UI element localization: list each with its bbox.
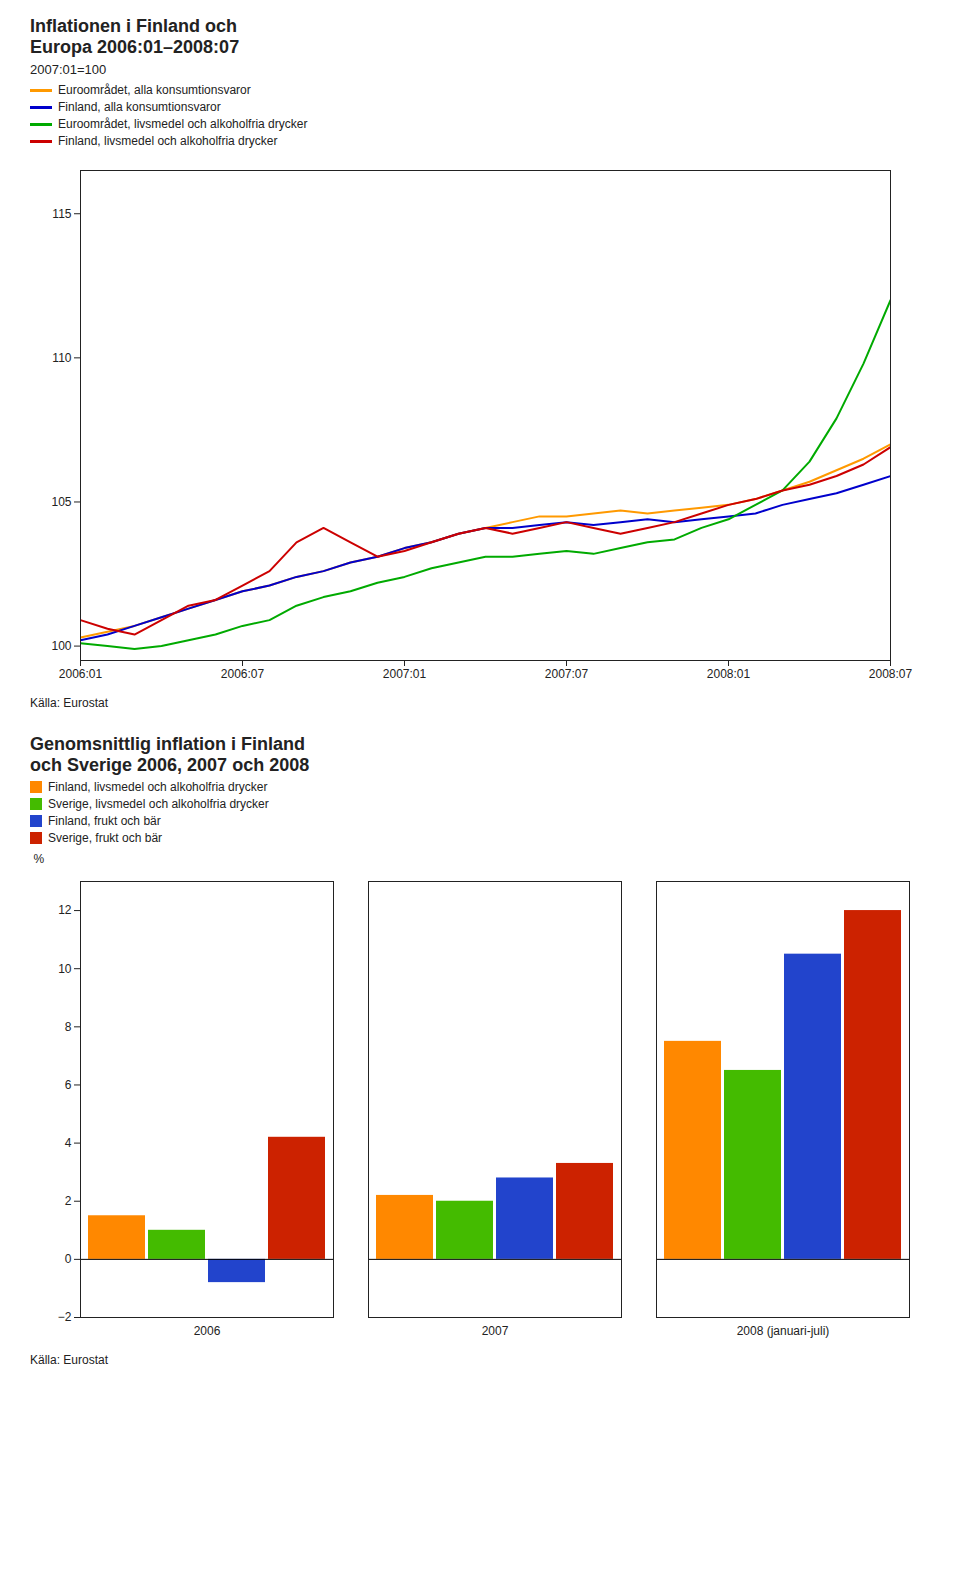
svg-text:2: 2 [65,1194,72,1208]
svg-text:6: 6 [65,1078,72,1092]
svg-text:12: 12 [58,903,72,917]
html-text:2007:01=100: 2007:01=100 [30,62,107,77]
html-text:Euroområdet, alla konsumtionsv: Euroområdet, alla konsumtionsvaror [58,83,251,97]
svg-text:110: 110 [52,351,71,365]
html-text:Genomsnittlig inflation i Finl: Genomsnittlig inflation i Finland och Sv… [30,734,310,775]
svg-text:4: 4 [65,1136,72,1150]
svg-text:8: 8 [65,1020,72,1034]
svg-text:2007:01: 2007:01 [383,667,427,681]
svg-text:2006:01: 2006:01 [59,667,103,681]
svg-text:2008 (januari-juli): 2008 (januari-juli) [737,1324,830,1338]
html-text:Finland, frukt och bär: Finland, frukt och bär [48,814,161,828]
svg-text:0: 0 [65,1252,72,1266]
html-text:Sverige, frukt och bär: Sverige, frukt och bär [48,831,163,845]
svg-text:2008:01: 2008:01 [707,667,751,681]
svg-text:%: % [34,852,45,866]
svg-text:10: 10 [58,962,72,976]
svg-text:2007:07: 2007:07 [545,667,589,681]
svg-text:2006: 2006 [194,1324,221,1338]
html-text:Euroområdet, livsmedel och alk: Euroområdet, livsmedel och alkoholfria d… [58,117,308,131]
html-text:Inflationen i Finland och Euro: Inflationen i Finland och Europa 2006:01… [30,16,240,57]
html-text:Finland, livsmedel och alkohol: Finland, livsmedel och alkoholfria dryck… [58,134,278,148]
svg-text:2006:07: 2006:07 [221,667,265,681]
svg-text:2008:07: 2008:07 [869,667,913,681]
html-text:Finland, livsmedel och alkohol: Finland, livsmedel och alkoholfria dryck… [48,780,268,794]
svg-text:100: 100 [51,639,71,653]
svg-text:105: 105 [51,495,71,509]
svg-text:−2: −2 [58,1310,72,1324]
html-text:Källa: Eurostat: Källa: Eurostat [30,696,108,710]
html-text:Finland, alla konsumtionsvaror: Finland, alla konsumtionsvaror [58,100,221,114]
html-text:Källa: Eurostat: Källa: Eurostat [30,1353,108,1367]
svg-text:115: 115 [52,207,71,221]
svg-text:2007: 2007 [482,1324,509,1338]
html-text:Sverige, livsmedel och alkohol: Sverige, livsmedel och alkoholfria dryck… [48,797,269,811]
